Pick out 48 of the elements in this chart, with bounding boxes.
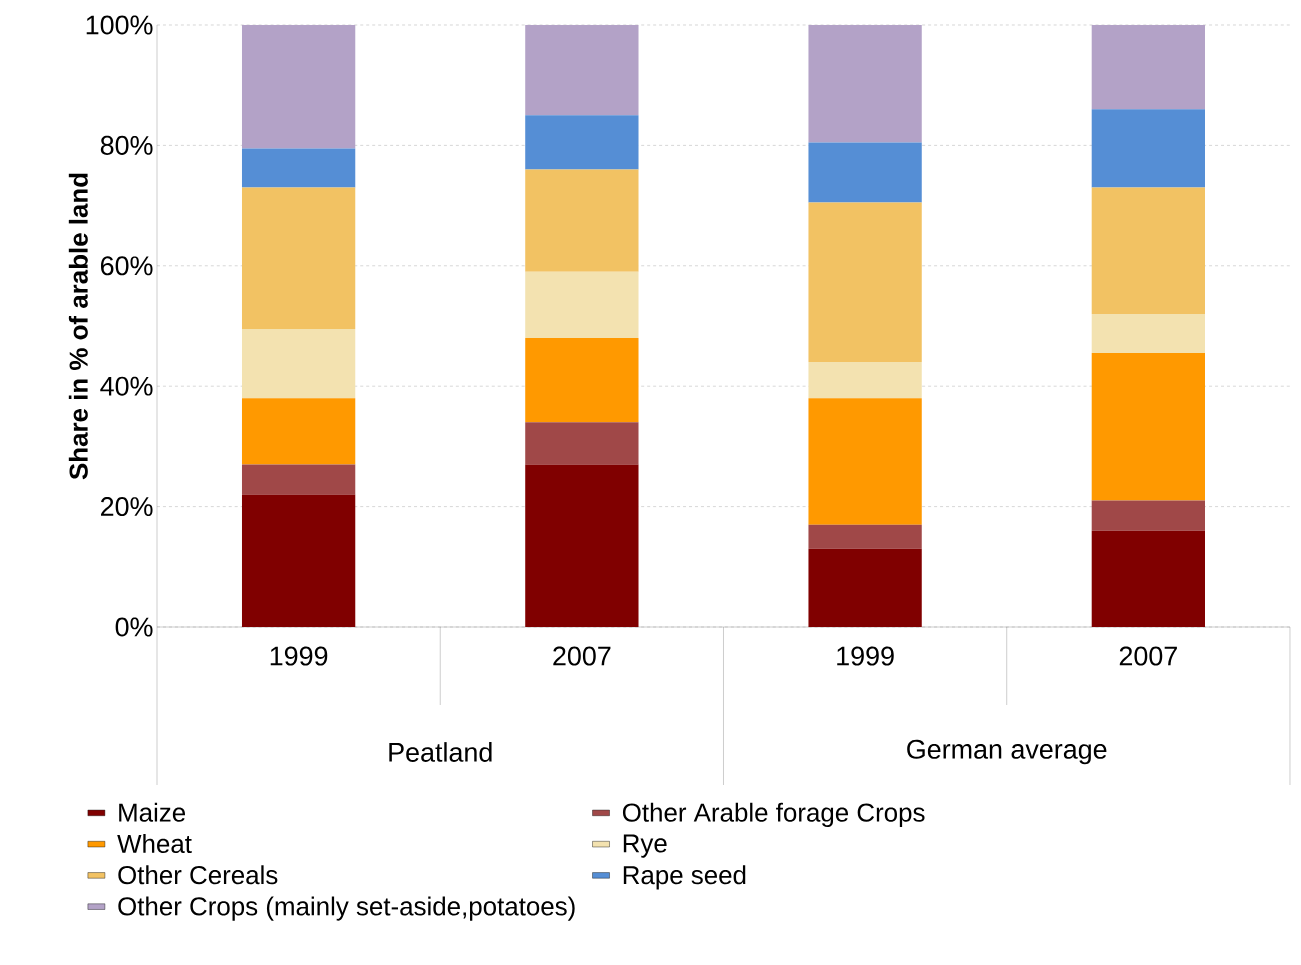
x-tick-label: 2007 [1119,646,1177,666]
y-tick-label: 20% [101,497,153,517]
bar [1091,24,1205,110]
x-tick-label: 2007 [553,646,611,666]
y-tick-label: 100% [86,15,153,35]
bar [241,398,356,465]
bar [808,142,922,203]
bar [525,24,639,116]
bar [1091,530,1205,627]
bar [241,24,356,149]
bar [525,115,639,170]
x-tick-label: 1999 [837,646,894,666]
y-tick-label: 0% [115,617,153,637]
bar [808,524,922,549]
y-axis-title: Share in % of arable land [68,173,88,480]
bar [1091,500,1205,531]
legend-label: Rye [623,834,667,858]
bar [1091,109,1205,188]
legend-label: Other Crops (mainly set-aside,potatoes) [118,896,575,921]
x-tick-label: 1999 [270,646,328,666]
bar [241,187,356,329]
text: German average [907,739,1107,765]
y-tick-label: 80% [100,135,153,155]
bar [525,169,639,272]
legend-label: Wheat [117,834,192,854]
bar [241,464,356,495]
bar [1091,353,1205,501]
bar [241,494,356,627]
bar [808,24,922,143]
legend-label: Rape seed [623,865,746,890]
bar [525,338,639,423]
bar [808,362,922,399]
bar [1091,313,1205,354]
y-tick-label: 40% [100,376,153,396]
bar [808,202,922,363]
bar [525,422,639,465]
legend-label: Maize [119,802,186,822]
bar [241,329,356,399]
bar [525,271,639,339]
legend-label: Other Cereals [118,865,278,885]
bar [808,548,922,627]
bar [808,398,922,525]
bar [525,464,639,627]
bar [241,148,356,188]
text: Peatland [389,742,492,762]
bar [1091,187,1205,314]
legend-label: Other Arable forage Crops [622,802,925,827]
y-tick-label: 60% [101,256,153,276]
